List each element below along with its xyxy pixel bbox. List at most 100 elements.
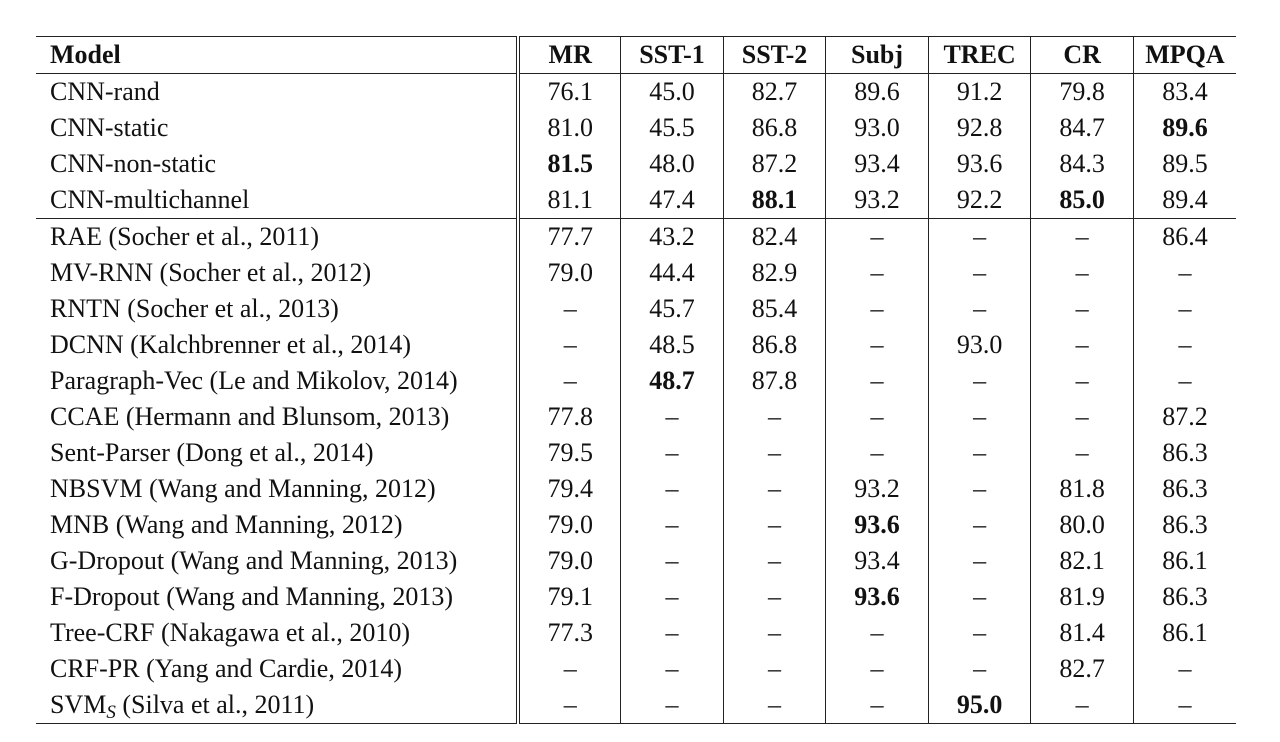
table-row: CNN-static 81.0 45.5 86.8 93.0 92.8 84.7 89.6	[36, 110, 1236, 146]
model-name: Tree-CRF (Nakagawa et al., 2010)	[50, 618, 411, 647]
score-cell: 86.8	[722, 110, 826, 146]
results-table-container: Model MR SST-1 SST-2 Subj TREC CR MPQA C…	[36, 36, 1236, 724]
score-cell: 81.9	[1030, 579, 1134, 615]
model-name-cell: MNB (Wang and Manning, 2012)	[36, 507, 518, 543]
score-cell: –	[1132, 291, 1236, 327]
model-name: RAE (Socher et al., 2011)	[50, 222, 320, 251]
model-name: CRF-PR (Yang and Cardie, 2014)	[50, 654, 402, 683]
score-cell: –	[722, 579, 826, 615]
score-cell: –	[1030, 218, 1134, 255]
score-cell: –	[722, 615, 826, 651]
score-cell: 48.7	[620, 363, 724, 399]
score-cell: –	[825, 687, 929, 724]
score-cell: –	[927, 651, 1031, 687]
header-mpqa: MPQA	[1132, 36, 1236, 74]
score-cell: –	[825, 615, 929, 651]
score-cell: 89.5	[1132, 146, 1236, 182]
score-cell: 45.5	[620, 110, 724, 146]
model-name-cell: RNTN (Socher et al., 2013)	[36, 291, 518, 327]
score-cell: 85.4	[722, 291, 826, 327]
score-cell: 86.8	[722, 327, 826, 363]
score-cell: 89.6	[825, 73, 929, 110]
model-name: NBSVM (Wang and Manning, 2012)	[50, 474, 436, 503]
score-cell: –	[620, 507, 724, 543]
model-name-citation: (Silva et al., 2011)	[115, 690, 315, 719]
table-row: CNN-non-static 81.5 48.0 87.2 93.4 93.6 84.3 89…	[36, 146, 1236, 182]
score-cell: 86.3	[1132, 471, 1236, 507]
model-name: CNN-rand	[50, 77, 160, 106]
score-cell: 81.5	[516, 146, 621, 182]
score-cell: 82.9	[722, 255, 826, 291]
score-cell: 45.0	[620, 73, 724, 110]
header-cr: CR	[1030, 36, 1134, 74]
score-cell: –	[722, 687, 826, 724]
model-name: SVM	[50, 690, 107, 719]
header-subj: Subj	[825, 36, 929, 74]
table-row: DCNN (Kalchbrenner et al., 2014) –48.5 86.…	[36, 327, 1236, 363]
score-cell: 95.0	[927, 687, 1031, 724]
score-cell: 79.0	[516, 507, 621, 543]
score-cell: 47.4	[620, 182, 724, 219]
model-name: DCNN (Kalchbrenner et al., 2014)	[50, 330, 411, 359]
score-cell: 79.1	[516, 579, 621, 615]
table-row: SVMS (Silva et al., 2011) – – – –95.0– –	[36, 687, 1236, 724]
score-cell: 81.1	[516, 182, 621, 219]
score-cell: 89.6	[1132, 110, 1236, 146]
score-cell: –	[620, 651, 724, 687]
score-cell: 48.0	[620, 146, 724, 182]
model-name-cell: CNN-rand	[36, 74, 518, 111]
score-cell: 76.1	[516, 73, 621, 110]
table-row: CCAE (Hermann and Blunsom, 2013) 77.8– – – –…	[36, 399, 1236, 435]
score-cell: –	[1132, 327, 1236, 363]
score-cell: –	[927, 255, 1031, 291]
score-cell: 89.4	[1132, 182, 1236, 219]
model-name-cell: G-Dropout (Wang and Manning, 2013)	[36, 543, 518, 579]
score-cell: 43.2	[620, 218, 724, 255]
score-cell: 93.2	[825, 182, 929, 219]
score-cell: 44.4	[620, 255, 724, 291]
score-cell: 93.2	[825, 471, 929, 507]
score-cell: –	[516, 651, 621, 687]
score-cell: 86.3	[1132, 435, 1236, 471]
model-name-cell: F-Dropout (Wang and Manning, 2013)	[36, 579, 518, 615]
score-cell: 86.4	[1132, 218, 1236, 255]
score-cell: –	[927, 507, 1031, 543]
score-cell: –	[825, 327, 929, 363]
model-name-cell: NBSVM (Wang and Manning, 2012)	[36, 471, 518, 507]
model-name: CNN-non-static	[50, 149, 217, 178]
score-cell: 79.8	[1030, 73, 1134, 110]
model-name-cell: DCNN (Kalchbrenner et al., 2014)	[36, 327, 518, 363]
score-cell: –	[516, 363, 621, 399]
table-row: RAE (Socher et al., 2011) 77.7 43.2 82.4– – –…	[36, 218, 1236, 255]
score-cell: –	[620, 399, 724, 435]
score-cell: –	[825, 218, 929, 255]
score-cell: –	[1132, 363, 1236, 399]
table-row: MNB (Wang and Manning, 2012) 79.0– –93.6–8…	[36, 507, 1236, 543]
model-name: F-Dropout (Wang and Manning, 2013)	[50, 582, 454, 611]
score-cell: –	[1030, 687, 1134, 724]
table-body: CNN-rand 76.1 45.0 82.7 89.6 91.2 79.8 83.4 CNN-…	[36, 73, 1236, 724]
score-cell: 93.4	[825, 146, 929, 182]
score-cell: –	[927, 218, 1031, 255]
score-cell: 92.8	[927, 110, 1031, 146]
score-cell: 87.2	[722, 146, 826, 182]
score-cell: –	[825, 651, 929, 687]
score-cell: 82.4	[722, 218, 826, 255]
score-cell: –	[722, 435, 826, 471]
score-cell: –	[927, 579, 1031, 615]
score-cell: 93.6	[825, 507, 929, 543]
table-row: CNN-rand 76.1 45.0 82.7 89.6 91.2 79.8 83.4	[36, 73, 1236, 111]
score-cell: 87.2	[1132, 399, 1236, 435]
score-cell: –	[516, 291, 621, 327]
results-table: Model MR SST-1 SST-2 Subj TREC CR MPQA C…	[36, 36, 1236, 724]
model-name-subscript: S	[106, 702, 116, 723]
model-name: Paragraph-Vec (Le and Mikolov, 2014)	[50, 366, 458, 395]
model-name: MNB (Wang and Manning, 2012)	[50, 510, 403, 539]
score-cell: –	[620, 579, 724, 615]
score-cell: 86.3	[1132, 507, 1236, 543]
score-cell: –	[1132, 255, 1236, 291]
score-cell: –	[825, 291, 929, 327]
table-row: F-Dropout (Wang and Manning, 2013) 79.1– –…	[36, 579, 1236, 615]
model-name: Sent-Parser (Dong et al., 2014)	[50, 438, 374, 467]
model-name-cell: SVMS (Silva et al., 2011)	[36, 687, 519, 724]
